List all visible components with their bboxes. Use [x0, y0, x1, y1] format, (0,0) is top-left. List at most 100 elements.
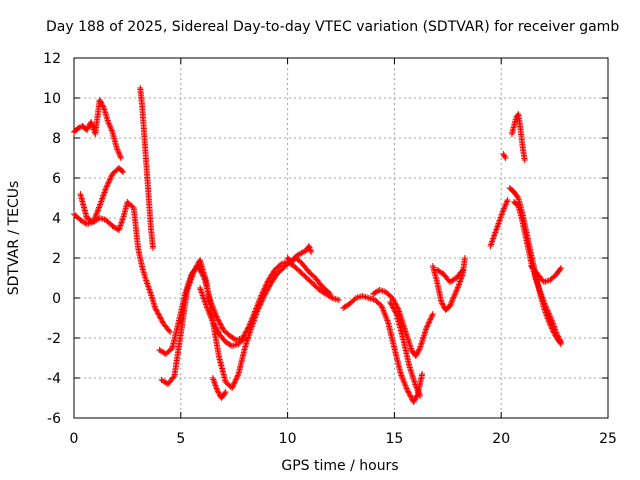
x-tick-label: 5 [176, 431, 185, 447]
x-tick-label: 20 [492, 431, 510, 447]
series-track-a [71, 199, 174, 335]
data-point [98, 101, 105, 107]
data-point [413, 385, 420, 392]
data-point [240, 336, 247, 343]
series-track-k [370, 287, 436, 359]
data-point [401, 381, 408, 388]
data-point [265, 285, 272, 291]
data-point [458, 268, 465, 275]
series-track-l [387, 299, 424, 399]
data-point [411, 397, 418, 404]
data-point [152, 305, 159, 311]
data-point [383, 314, 390, 321]
data-point [412, 383, 419, 389]
data-point [547, 314, 554, 321]
data-point [115, 149, 122, 156]
data-point [117, 153, 124, 160]
data-point [91, 216, 98, 223]
data-point [401, 379, 408, 386]
data-point [232, 376, 239, 383]
data-point [380, 308, 387, 315]
data-point [448, 298, 455, 305]
data-point [93, 211, 100, 218]
data-point [387, 300, 394, 307]
data-point [429, 311, 436, 317]
data-point [167, 329, 174, 335]
data-point [327, 291, 334, 297]
data-point [415, 347, 422, 354]
data-point [402, 382, 409, 389]
data-point [414, 349, 421, 355]
data-point [214, 316, 221, 323]
data-point [106, 178, 113, 184]
data-point [389, 303, 396, 309]
data-point [230, 380, 237, 387]
data-point [389, 296, 396, 303]
data-point [261, 293, 268, 299]
data-point [214, 315, 221, 321]
data-point [217, 321, 224, 328]
data-point [459, 267, 466, 273]
series-track-j [340, 293, 426, 405]
y-tick-label: -4 [47, 371, 61, 387]
data-point [439, 300, 446, 307]
data-point [423, 325, 430, 331]
data-point [412, 396, 419, 403]
data-point [514, 193, 521, 200]
data-point [155, 311, 162, 318]
data-point [449, 295, 456, 302]
y-tick-label: 0 [52, 291, 61, 307]
data-point [105, 120, 112, 127]
data-point [500, 205, 507, 212]
data-point [116, 150, 123, 157]
data-point [413, 384, 420, 391]
plot-frame [73, 57, 609, 419]
data-point [500, 151, 507, 157]
series-track-r [528, 263, 565, 285]
data-point [150, 245, 157, 251]
data-point [378, 303, 385, 309]
data-point [404, 387, 411, 393]
data-point [232, 378, 239, 384]
series-track-g [197, 285, 248, 349]
data-point [381, 310, 388, 317]
data-point [427, 315, 434, 322]
data-point [521, 157, 528, 163]
series-track-q [511, 199, 565, 345]
y-tick-label: 6 [52, 171, 61, 187]
data-point [542, 301, 549, 308]
series-track-f [158, 255, 334, 391]
data-point [263, 287, 270, 294]
data-point [214, 327, 221, 333]
data-point [114, 147, 121, 154]
y-tick-label: 4 [52, 211, 61, 227]
data-point [388, 301, 395, 308]
data-point [502, 202, 509, 209]
data-point [410, 399, 417, 405]
data-point [206, 310, 213, 317]
data-point [414, 387, 421, 394]
tick-labels: 0 5 10 15 20 25 -6 -4 -2 0 2 4 6 8 10 12 [43, 51, 617, 447]
data-point [414, 350, 421, 357]
data-point [461, 255, 468, 261]
chart-title: Day 188 of 2025, Sidereal Day-to-day VTE… [46, 19, 619, 35]
data-point [157, 315, 164, 322]
data-point [75, 125, 82, 131]
data-point [99, 102, 106, 109]
data-point [451, 293, 458, 299]
y-axis-label: SDTVAR / TECUs [6, 181, 22, 296]
data-point [190, 269, 197, 275]
data-point [397, 371, 404, 377]
data-point [406, 391, 413, 397]
data-point [209, 317, 216, 324]
data-point [215, 317, 222, 324]
data-point [194, 262, 201, 269]
data-point [379, 304, 386, 311]
data-point [426, 319, 433, 326]
data-point [440, 303, 447, 309]
data-point [415, 388, 422, 395]
data-point [384, 317, 391, 324]
data-point [390, 305, 397, 312]
series-track-o [487, 197, 511, 249]
